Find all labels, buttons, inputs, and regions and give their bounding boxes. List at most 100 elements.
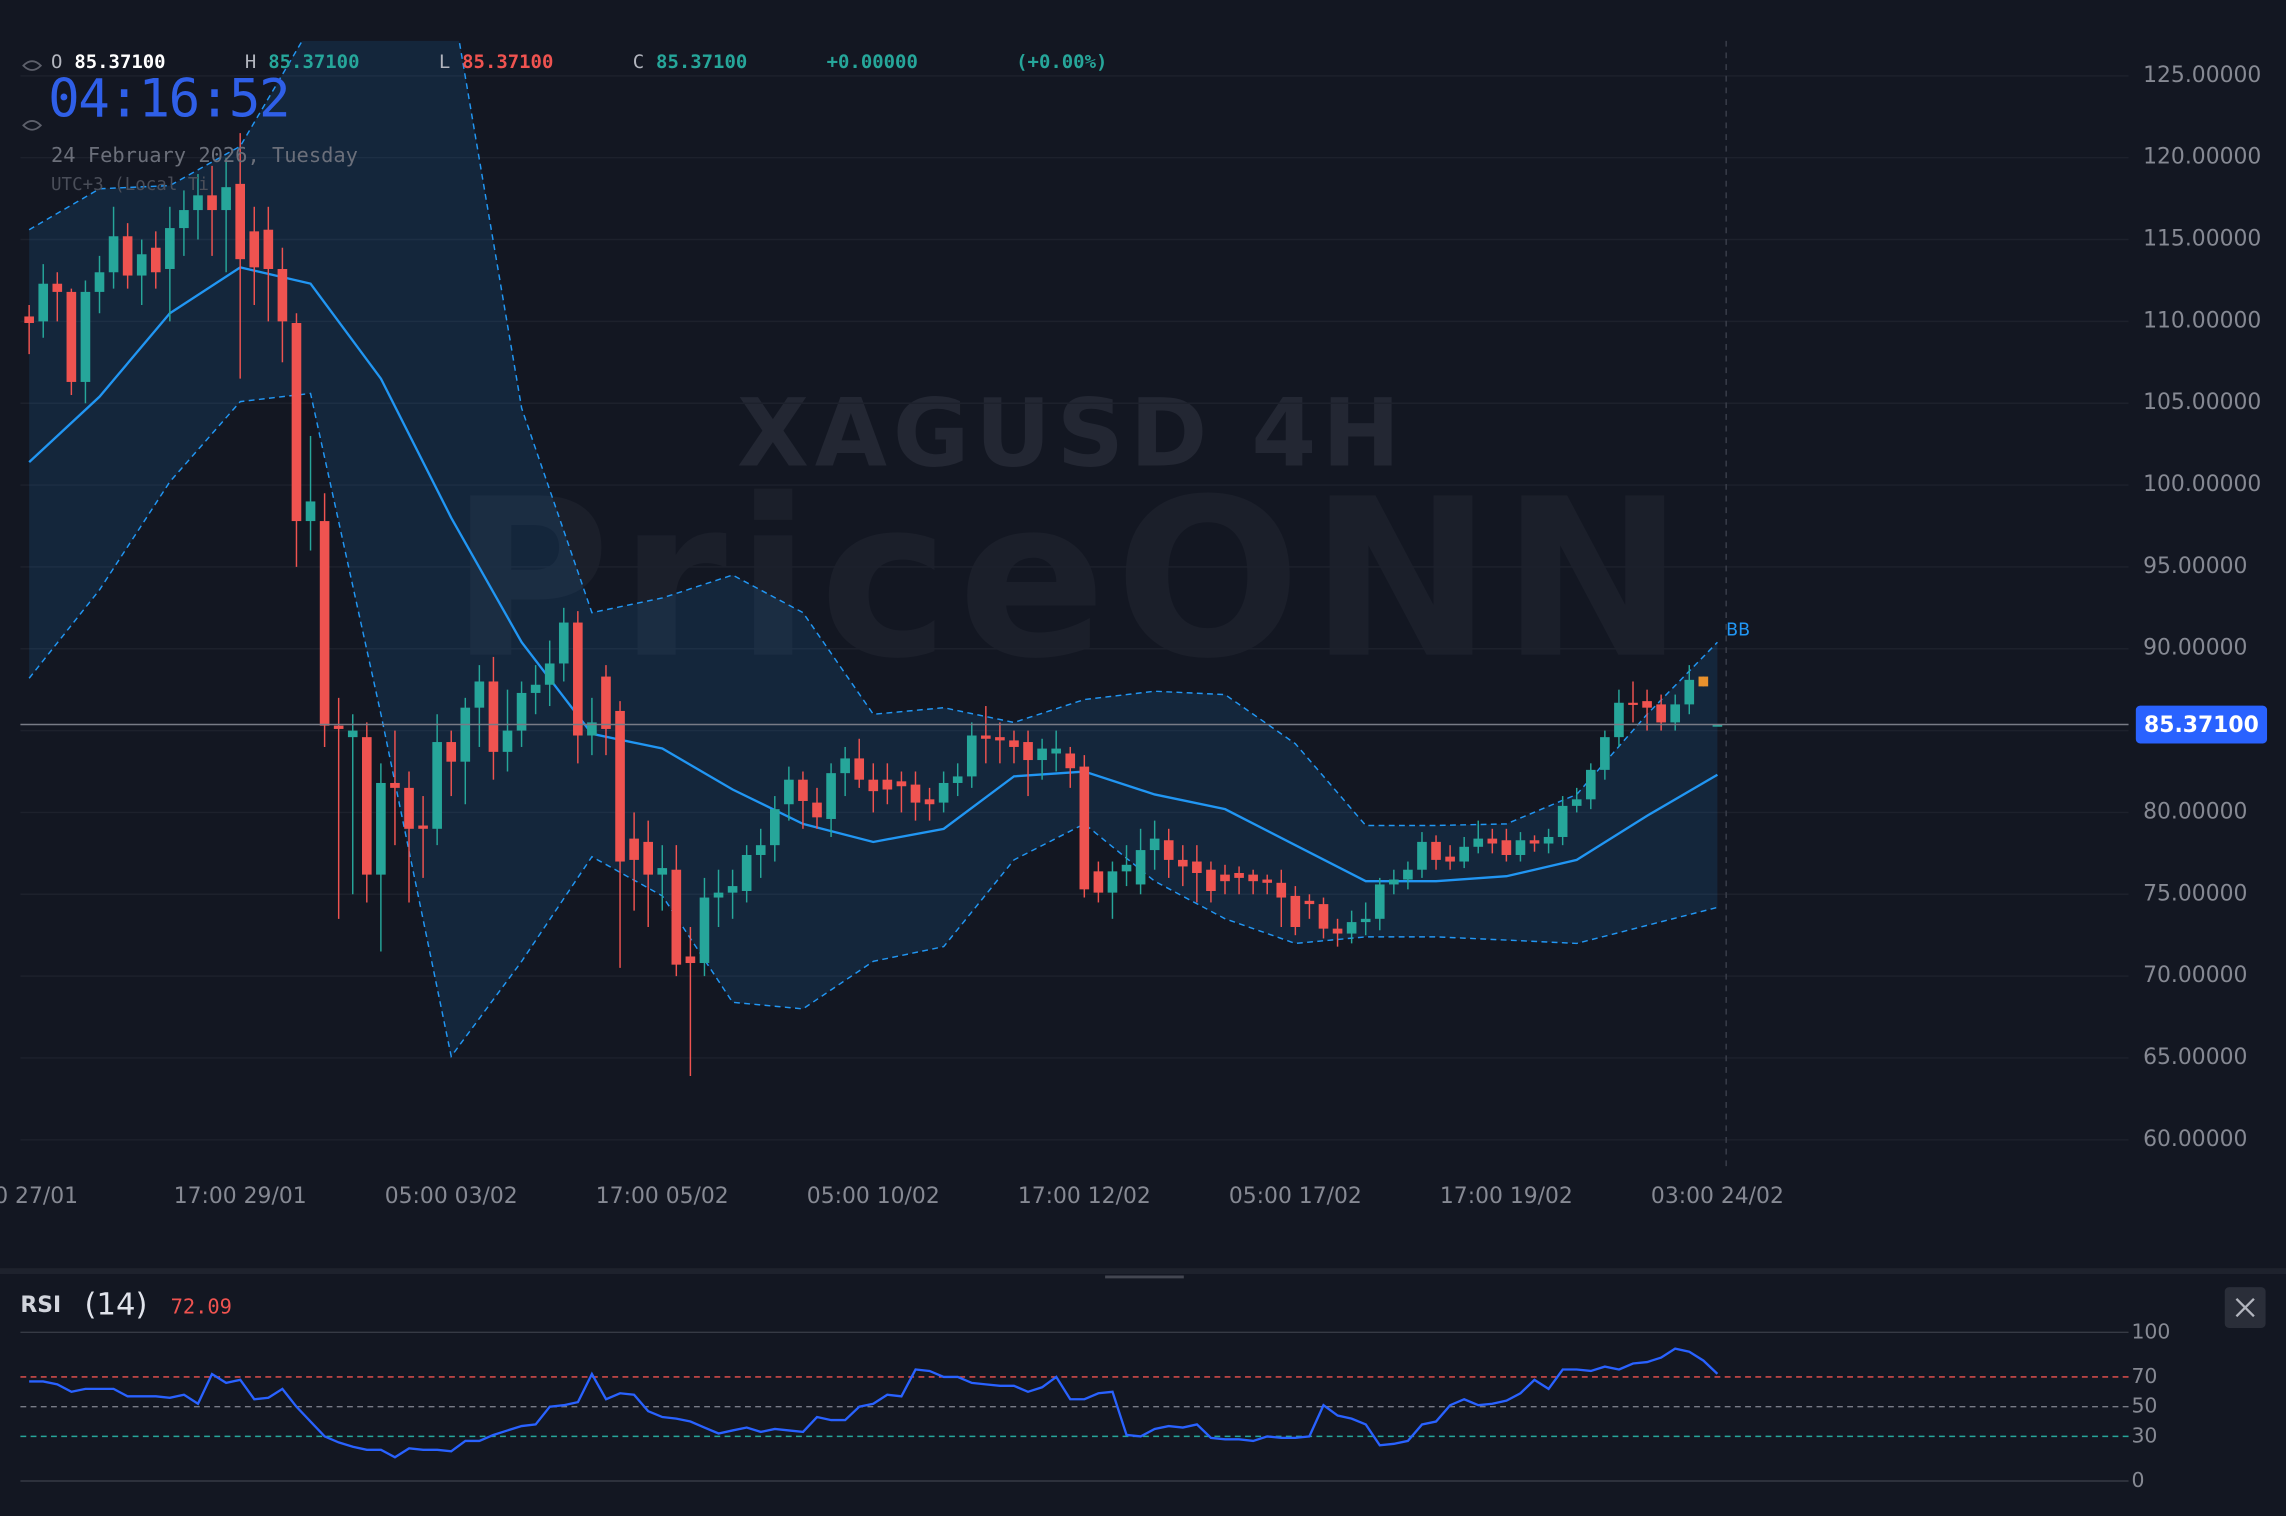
candle-body (108, 236, 119, 273)
candle-body (52, 283, 63, 292)
y-tick-label: 125.00000 (2143, 63, 2261, 88)
candle-body (755, 845, 766, 855)
candle-body (207, 195, 217, 211)
candle-body (305, 501, 316, 522)
last-price-badge (2135, 705, 2268, 744)
y-tick-label: 75.00000 (2143, 881, 2247, 906)
candle-body (657, 868, 668, 875)
candle-body (24, 316, 34, 324)
candle-body (446, 742, 457, 762)
candle-body (376, 782, 386, 875)
candle-body (1600, 737, 1610, 770)
candle-body (1290, 895, 1301, 928)
candle-body (1670, 704, 1681, 723)
y-tick-label: 50 (2131, 1394, 2157, 1418)
last-price-label: 85.37100 (2144, 713, 2259, 738)
candle-body (530, 684, 541, 693)
candle-body (1248, 874, 1258, 882)
candle-body (1473, 838, 1484, 847)
date: 24 February 2026, Tuesday (51, 143, 358, 167)
candle-body (952, 776, 963, 783)
candle-body (727, 886, 738, 893)
close-icon[interactable] (2235, 1297, 2255, 1318)
candle-body (938, 782, 949, 803)
price-pane: 60.00000 65.00000 70.00000 75.00000 80.00000… (0, 40, 2268, 1209)
candle-body (896, 781, 907, 787)
candle-body (1431, 841, 1441, 860)
candle-body (812, 802, 822, 818)
candle-body (1304, 900, 1315, 905)
y-tick-label: 110.00000 (2143, 308, 2261, 333)
x-tick-label: 00 27/01 (0, 1184, 78, 1209)
candle-body (1628, 702, 1638, 705)
candle-body (1220, 874, 1230, 882)
close-button[interactable] (2224, 1287, 2266, 1328)
y-tick-label: 100.00000 (2143, 472, 2261, 497)
y-tick-label: 105.00000 (2143, 390, 2261, 415)
pane-separator[interactable] (0, 1268, 2286, 1275)
candle-body (1529, 840, 1540, 844)
candle-body (66, 291, 77, 382)
candle-body (502, 730, 513, 752)
candle-body (1149, 838, 1160, 851)
candle-body (558, 622, 569, 664)
candle-body (868, 779, 879, 792)
candle-body (1009, 740, 1019, 747)
timezone: UTC+3 (Local Ti (51, 175, 209, 195)
watermark-brand: PriceONN (450, 452, 1693, 707)
band-fill (29, 40, 1718, 1057)
candle-body (333, 725, 344, 729)
candle-body (361, 737, 372, 875)
band-middle (28, 266, 1719, 883)
candle-body (1403, 869, 1413, 880)
band-label: BB (1726, 621, 1750, 641)
candle-body (854, 758, 865, 780)
y-tick-label: 95.00000 (2143, 554, 2247, 579)
candle-body (1206, 869, 1216, 891)
x-tick-label: 03:00 24/02 (1651, 1184, 1784, 1209)
candle-body (544, 663, 555, 685)
candle-body (136, 254, 147, 276)
l-label: L (439, 51, 450, 73)
candle-body (741, 854, 752, 891)
candle-body (1346, 922, 1357, 934)
candle-body (319, 521, 330, 726)
candle-body (1571, 799, 1582, 806)
x-tick-label: 05:00 10/02 (807, 1184, 940, 1209)
change-pct: (+0.00%) (1016, 51, 1107, 73)
candle-body (1445, 856, 1455, 862)
candle-body (460, 707, 471, 762)
clock: 04:16:52 (48, 69, 289, 130)
y-tick-label: 65.00000 (2143, 1045, 2247, 1070)
candle-body (910, 784, 921, 803)
candle-body (1192, 861, 1202, 873)
candle-body (1656, 704, 1666, 723)
candle-body (1093, 871, 1104, 893)
c-value: 85.37100 (656, 51, 747, 73)
candle-body (193, 195, 203, 211)
candle-body (1684, 679, 1695, 705)
band-lower (28, 392, 1718, 1059)
eye-icon[interactable] (22, 120, 43, 131)
candle-body (1332, 928, 1343, 934)
candle-body (1501, 840, 1512, 855)
candle-body (1177, 859, 1188, 867)
candle-body (699, 897, 710, 964)
eye-icon[interactable] (22, 60, 43, 71)
candle-body (150, 247, 161, 273)
y-tick-label: 70 (2131, 1364, 2157, 1388)
candle-body (1234, 872, 1244, 878)
candle-body (671, 869, 682, 965)
candle-body (1037, 748, 1047, 761)
candle-body (1614, 702, 1624, 738)
x-tick-label: 17:00 05/02 (596, 1184, 729, 1209)
candle-body (826, 773, 836, 819)
candle-body (1079, 766, 1090, 890)
candle-body (1585, 769, 1596, 800)
x-tick-label: 05:00 03/02 (385, 1184, 518, 1209)
candle-body (347, 730, 358, 738)
candle-body (1318, 904, 1329, 929)
candle-body (249, 231, 260, 268)
